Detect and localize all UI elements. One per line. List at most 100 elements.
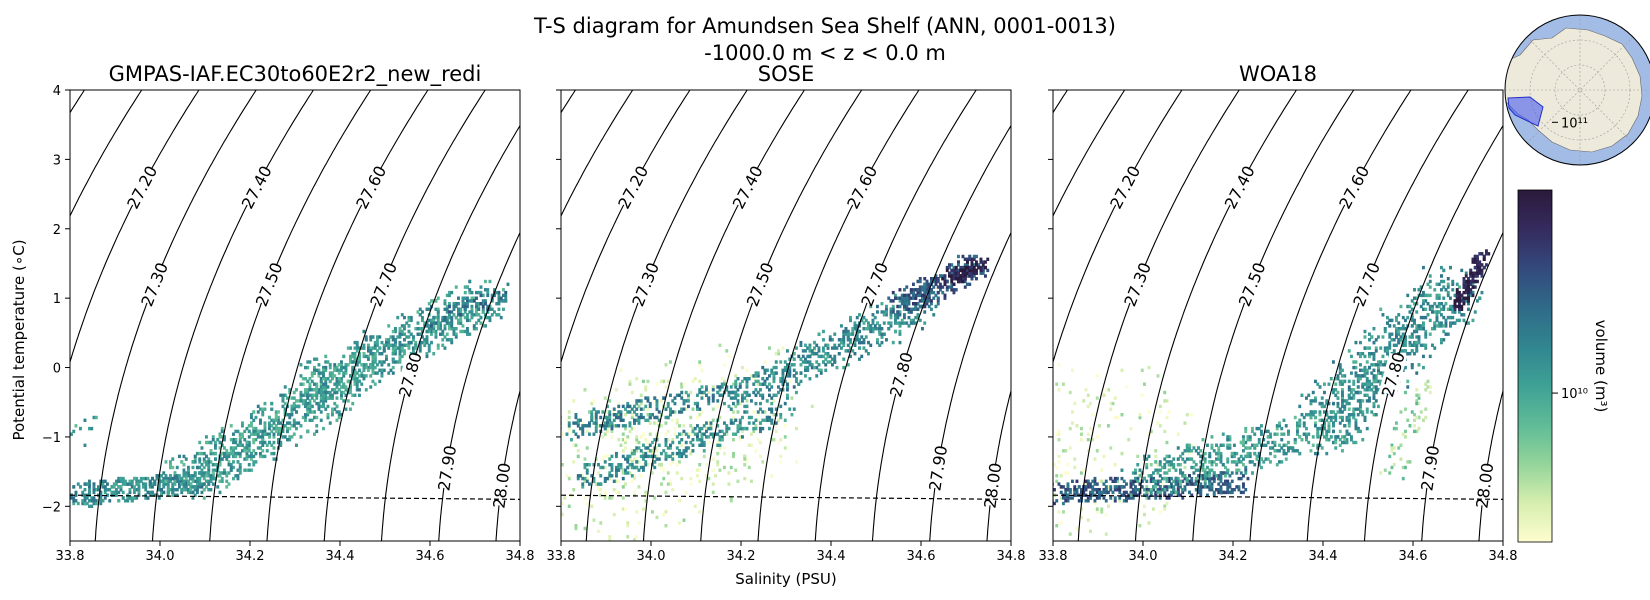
heatmap-cell [777,418,780,422]
density-contour-line [814,90,977,541]
heatmap-cell [1239,471,1243,475]
heatmap-cell [227,451,231,456]
heatmap-cell [322,399,325,403]
heatmap-cell [633,418,636,422]
heatmap-cell [655,421,659,425]
heatmap-cell [597,424,600,428]
heatmap-cell [436,296,440,300]
heatmap-cell [916,302,920,306]
heatmap-cell [822,349,825,353]
heatmap-cell [346,379,350,384]
heatmap-cell [786,396,789,400]
heatmap-cell [1246,451,1250,456]
heatmap-cell [349,388,352,392]
heatmap-cell [651,413,654,417]
heatmap-cell [304,404,307,409]
heatmap-cell [644,490,648,495]
heatmap-cell [831,346,834,350]
heatmap-cell [709,421,713,425]
heatmap-cell [216,474,220,478]
heatmap-cell [128,488,132,492]
heatmap-cell [200,485,204,489]
heatmap-cell [921,293,924,298]
heatmap-cell [723,432,726,436]
heatmap-cell [268,435,271,439]
heatmap-cell [434,332,438,336]
heatmap-cell [655,515,659,520]
heatmap-cell [1251,443,1254,447]
heatmap-cell [1183,460,1187,464]
heatmap-cell [678,424,681,428]
heatmap-cell [1154,449,1158,453]
heatmap-cell [412,349,415,353]
heatmap-cell [761,365,765,370]
heatmap-cell [1145,496,1149,500]
heatmap-cell [193,485,197,489]
heatmap-cell [490,313,494,317]
heatmap-cell [574,421,578,425]
heatmap-cell [376,343,379,347]
heatmap-cell [705,474,708,478]
heatmap-cell [317,401,321,406]
heatmap-cell [306,379,310,384]
heatmap-cell [1221,482,1225,486]
heatmap-cell [630,415,634,420]
heatmap-cell [799,343,803,347]
heatmap-cell [943,277,947,281]
heatmap-cell [1327,415,1331,420]
heatmap-cell [635,460,639,464]
heatmap-cell [1284,424,1288,428]
heatmap-cell [472,299,476,303]
heatmap-cell [808,363,812,367]
heatmap-cell [238,465,242,470]
heatmap-cell [202,476,206,481]
heatmap-cell [747,465,751,470]
heatmap-cell [1199,490,1203,495]
heatmap-cell [592,476,596,481]
heatmap-cell [948,285,951,289]
heatmap-cell [932,290,936,295]
heatmap-cell [301,377,305,381]
heatmap-cell [1057,454,1061,459]
heatmap-cell [1071,479,1074,483]
heatmap-cell [1327,429,1331,434]
heatmap-cell [130,496,134,500]
heatmap-cell [1172,463,1176,467]
heatmap-cell [234,454,238,459]
heatmap-cell [898,321,902,325]
heatmap-cell [1282,432,1286,436]
heatmap-cell [601,424,605,428]
heatmap-cell [734,374,738,378]
heatmap-cell [497,293,501,298]
heatmap-cell [885,310,888,314]
heatmap-cell [864,335,868,339]
heatmap-cell [738,435,742,439]
heatmap-cell [1149,429,1153,434]
heatmap-cell [322,390,325,395]
heatmap-cell [572,421,576,425]
heatmap-cell [813,352,816,356]
heatmap-cell [252,440,256,445]
heatmap-cell [198,465,202,470]
heatmap-cell [1071,496,1074,500]
heatmap-cell [1188,457,1191,461]
heatmap-cell [254,415,258,420]
heatmap-cell [705,426,708,431]
heatmap-cell [905,296,909,300]
heatmap-cell [423,321,427,325]
heatmap-cell [243,446,247,450]
heatmap-cell [214,446,217,450]
heatmap-cell [633,465,636,470]
heatmap-cell [619,418,623,422]
heatmap-cell [398,352,402,356]
heatmap-cell [409,315,413,320]
heatmap-cell [1208,479,1212,483]
heatmap-cell [317,390,321,395]
heatmap-cell [189,476,193,481]
heatmap-cell [554,482,557,485]
heatmap-cell [709,432,713,436]
heatmap-cell [601,465,605,470]
heatmap-cell [1104,485,1108,489]
heatmap-cell [1341,435,1344,439]
heatmap-cell [842,332,846,336]
